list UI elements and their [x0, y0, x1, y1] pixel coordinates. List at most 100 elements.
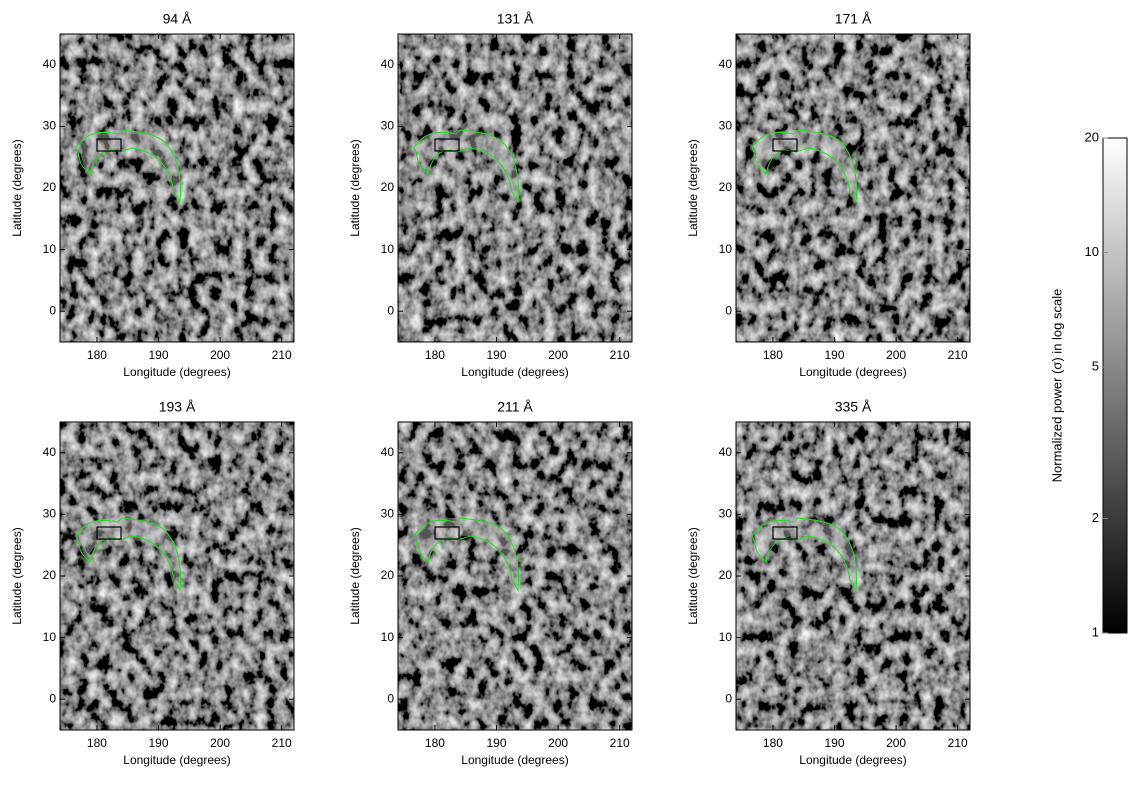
- panel-title: 131 Å: [497, 11, 534, 27]
- loop-overlay: [751, 517, 857, 592]
- x-tick-label: 180: [425, 348, 445, 362]
- x-tick-label: 180: [87, 736, 107, 750]
- colorbar-tick-label: 10: [1085, 244, 1099, 259]
- loop-overlay: [75, 517, 181, 592]
- image-panel: [736, 422, 970, 730]
- x-tick-label: 190: [825, 348, 845, 362]
- panel-title: 171 Å: [835, 11, 872, 27]
- image-panel: [60, 34, 294, 342]
- loop-glow: [754, 517, 857, 590]
- y-tick-label: 30: [719, 507, 733, 521]
- y-tick-label: 40: [43, 57, 57, 71]
- x-tick-label: 210: [272, 348, 292, 362]
- y-tick-label: 0: [387, 691, 394, 705]
- loop-glow: [78, 129, 181, 202]
- x-tick-label: 200: [548, 736, 568, 750]
- y-tick-label: 20: [719, 180, 733, 194]
- y-tick-label: 40: [719, 445, 733, 459]
- loop-glow: [416, 129, 519, 202]
- y-tick-label: 20: [43, 180, 57, 194]
- region-box: [772, 526, 798, 540]
- x-tick-label: 180: [763, 736, 783, 750]
- loop-glow: [78, 517, 181, 590]
- x-tick-label: 210: [272, 736, 292, 750]
- contour: [75, 517, 181, 592]
- x-tick-label: 210: [948, 348, 968, 362]
- x-tick-label: 200: [210, 736, 230, 750]
- contour: [413, 517, 519, 592]
- y-tick-label: 10: [381, 242, 395, 256]
- y-tick-label: 40: [381, 445, 395, 459]
- y-tick-label: 30: [43, 507, 57, 521]
- y-tick-label: 20: [43, 568, 57, 582]
- x-tick-label: 180: [87, 348, 107, 362]
- x-tick-label: 200: [886, 348, 906, 362]
- region-box: [434, 526, 460, 540]
- loop-overlay: [413, 517, 519, 592]
- y-tick-label: 0: [725, 303, 732, 317]
- y-tick-label: 30: [381, 119, 395, 133]
- y-tick-label: 40: [43, 445, 57, 459]
- y-axis-label: Latitude (degrees): [10, 139, 24, 236]
- loop-overlay: [751, 129, 857, 204]
- x-tick-label: 190: [149, 348, 169, 362]
- panel-title: 335 Å: [835, 399, 872, 415]
- region-box: [96, 138, 122, 152]
- x-tick-label: 200: [548, 348, 568, 362]
- y-tick-label: 10: [719, 242, 733, 256]
- y-tick-label: 0: [725, 691, 732, 705]
- colorbar-label: Normalized power (σ) in log scale: [1049, 289, 1064, 483]
- panel-title: 211 Å: [497, 399, 533, 415]
- colorbar-tick-label: 20: [1085, 129, 1099, 144]
- image-panel: [736, 34, 970, 342]
- contour: [413, 129, 519, 204]
- y-tick-label: 20: [381, 180, 395, 194]
- colorbar: [1102, 137, 1128, 634]
- x-axis-label: Longitude (degrees): [799, 365, 906, 379]
- y-tick-label: 20: [719, 568, 733, 582]
- x-axis-label: Longitude (degrees): [461, 753, 568, 767]
- x-tick-label: 190: [149, 736, 169, 750]
- y-axis-label: Latitude (degrees): [686, 527, 700, 624]
- y-axis-label: Latitude (degrees): [10, 527, 24, 624]
- x-tick-label: 210: [610, 736, 630, 750]
- loop-glow: [416, 517, 519, 590]
- loop-overlay: [75, 129, 181, 204]
- y-tick-label: 0: [387, 303, 394, 317]
- x-tick-label: 190: [487, 736, 507, 750]
- loop-glow: [754, 129, 857, 202]
- x-axis-label: Longitude (degrees): [123, 753, 230, 767]
- contour: [751, 517, 857, 592]
- x-tick-label: 200: [210, 348, 230, 362]
- y-tick-label: 20: [381, 568, 395, 582]
- y-axis-label: Latitude (degrees): [348, 139, 362, 236]
- y-tick-label: 10: [719, 630, 733, 644]
- loop-overlay: [413, 129, 519, 204]
- y-axis-label: Latitude (degrees): [686, 139, 700, 236]
- y-tick-label: 10: [43, 242, 57, 256]
- x-axis-label: Longitude (degrees): [123, 365, 230, 379]
- region-box: [434, 138, 460, 152]
- colorbar-tick-label: 1: [1092, 624, 1099, 639]
- image-panel: [398, 34, 632, 342]
- panel-title: 94 Å: [163, 11, 192, 27]
- y-tick-label: 40: [381, 57, 395, 71]
- image-panel: [60, 422, 294, 730]
- x-tick-label: 210: [610, 348, 630, 362]
- x-tick-label: 210: [948, 736, 968, 750]
- colorbar-tick-label: 2: [1092, 510, 1099, 525]
- x-tick-label: 190: [825, 736, 845, 750]
- y-axis-label: Latitude (degrees): [348, 527, 362, 624]
- y-tick-label: 40: [719, 57, 733, 71]
- x-axis-label: Longitude (degrees): [799, 753, 906, 767]
- image-panel: [398, 422, 632, 730]
- y-tick-label: 10: [381, 630, 395, 644]
- contour: [751, 129, 857, 204]
- x-axis-label: Longitude (degrees): [461, 365, 568, 379]
- y-tick-label: 30: [719, 119, 733, 133]
- y-tick-label: 30: [43, 119, 57, 133]
- x-tick-label: 200: [886, 736, 906, 750]
- y-tick-label: 0: [49, 691, 56, 705]
- y-tick-label: 30: [381, 507, 395, 521]
